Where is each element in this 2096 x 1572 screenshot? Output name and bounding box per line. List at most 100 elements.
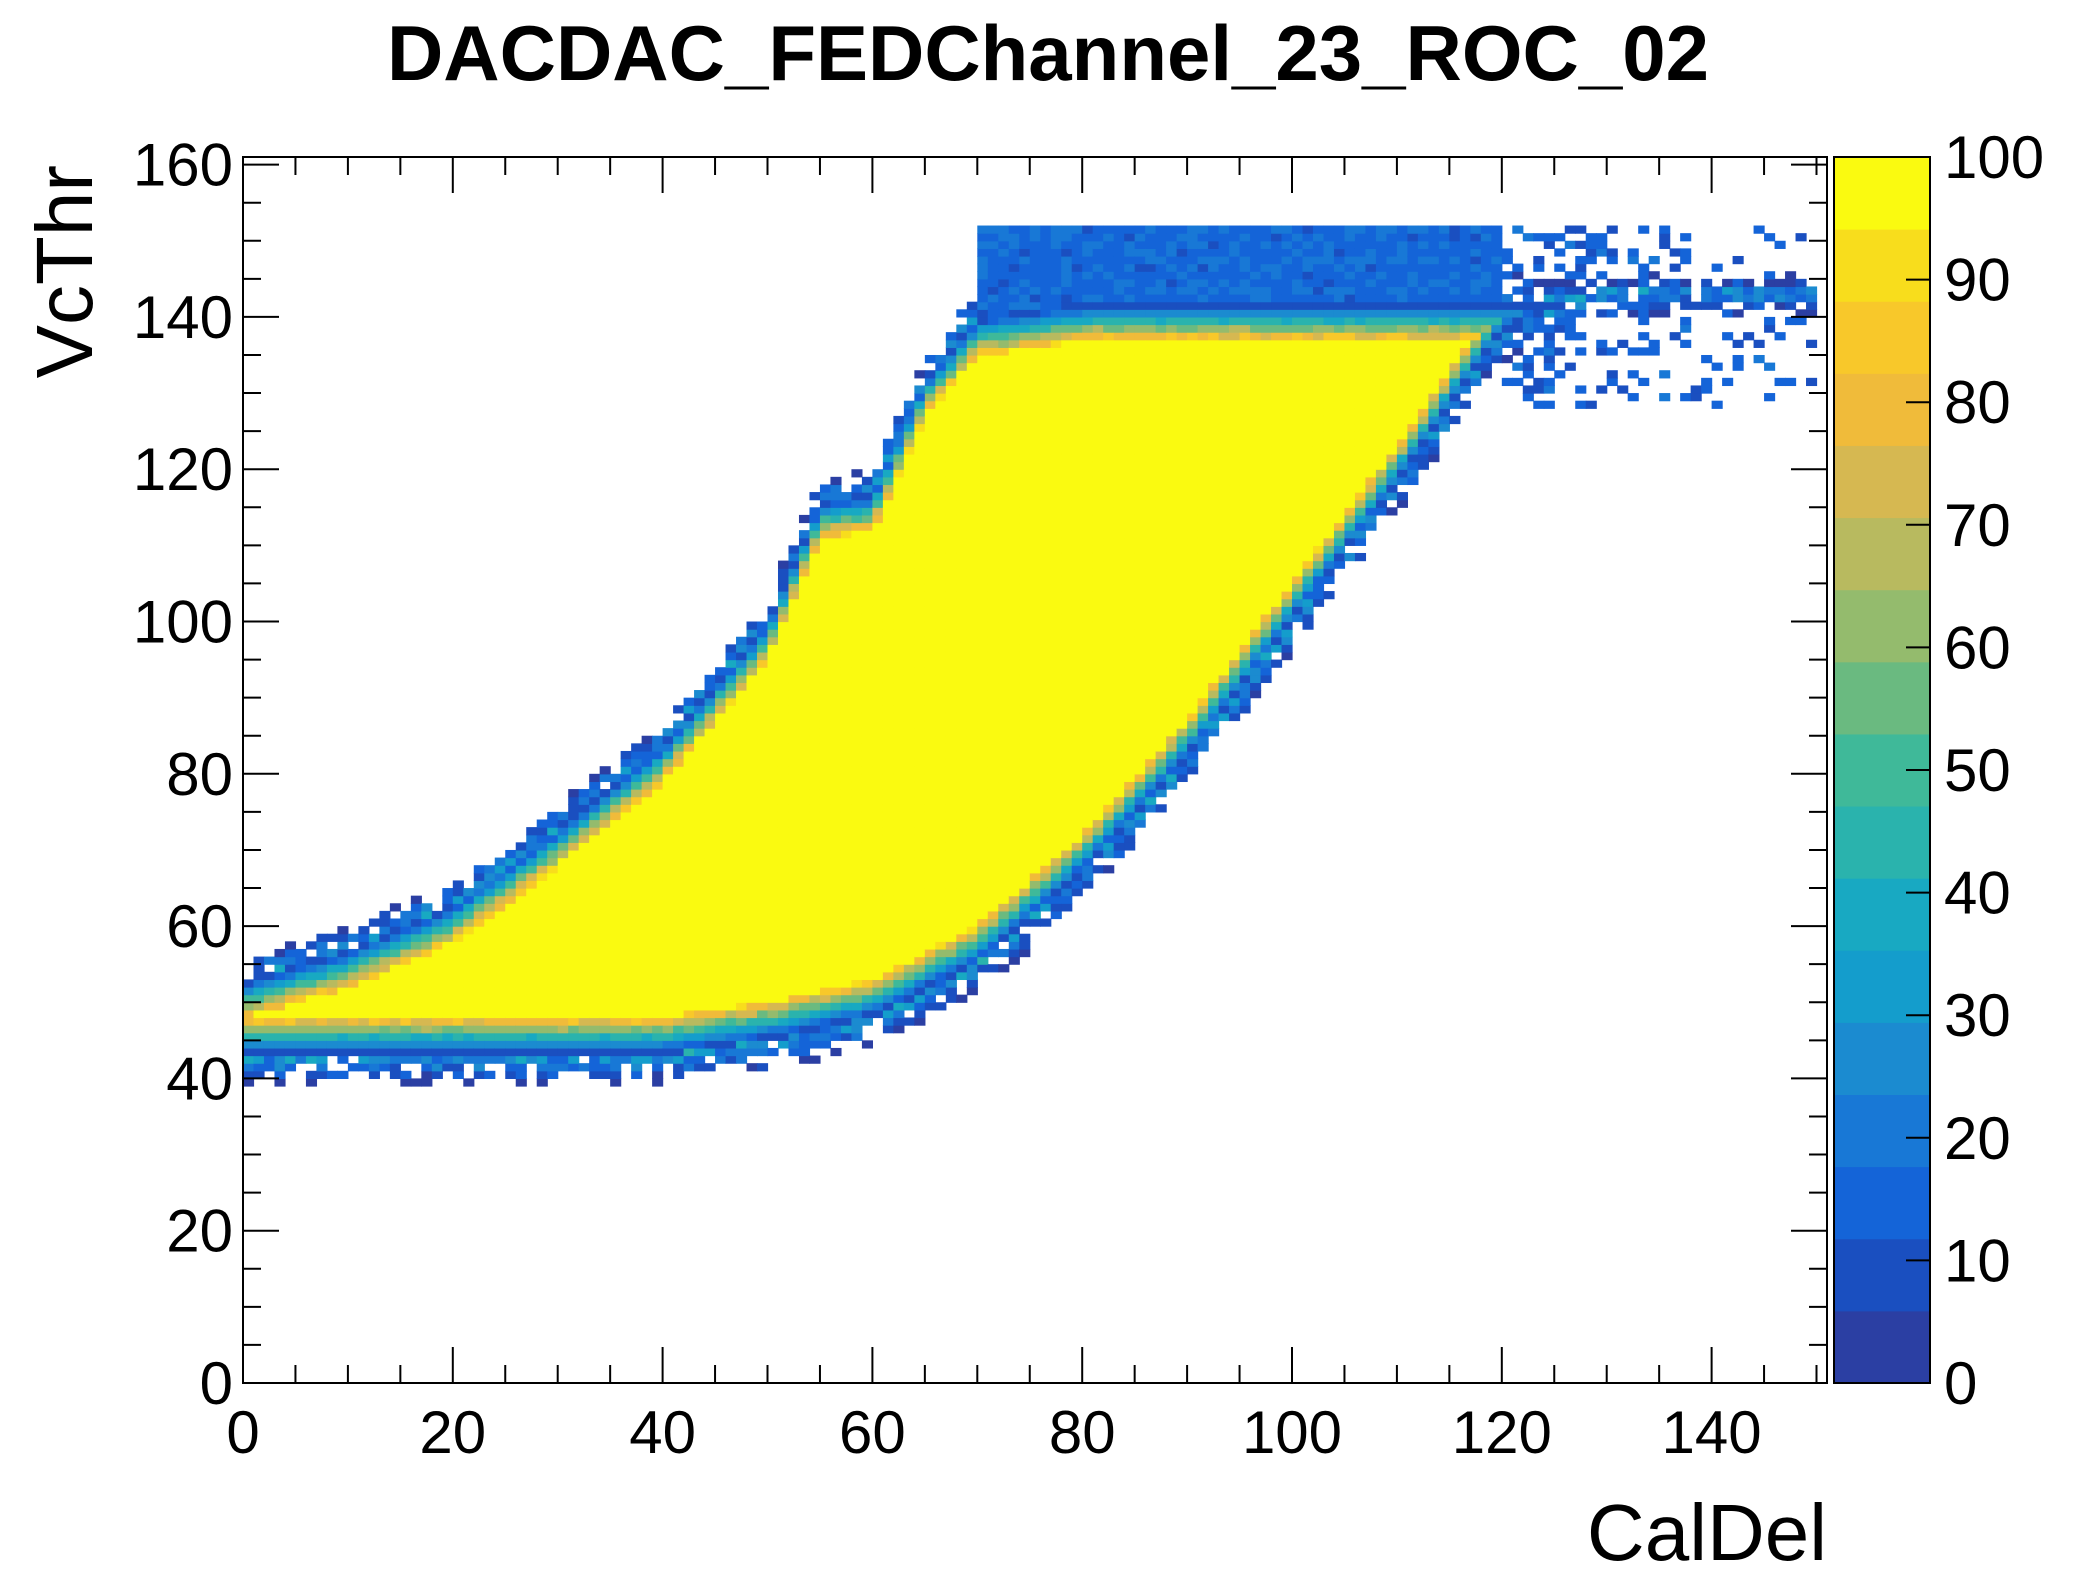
heatmap-cell [515, 910, 527, 920]
heatmap-cell [1050, 697, 1062, 706]
heatmap-cell [987, 621, 999, 630]
heatmap-cell [998, 674, 1010, 684]
heatmap-cell [1061, 438, 1073, 447]
heatmap-cell [924, 705, 936, 714]
heatmap-cell [599, 910, 611, 920]
heatmap-cell [977, 598, 989, 607]
heatmap-cell [977, 667, 989, 676]
heatmap-cell [704, 903, 716, 912]
heatmap-cell [819, 987, 832, 996]
heatmap-cell [1103, 606, 1115, 615]
heatmap-cell [1176, 324, 1188, 333]
heatmap-cell [442, 910, 454, 920]
heatmap-cell [1040, 370, 1052, 379]
heatmap-cell [798, 735, 811, 744]
heatmap-cell [631, 766, 643, 775]
heatmap-cell [1050, 225, 1062, 234]
heatmap-cell [914, 865, 926, 874]
heatmap-cell [1187, 629, 1199, 638]
heatmap-cell [274, 987, 286, 996]
heatmap-cell [1155, 408, 1167, 417]
heatmap-cell [777, 1040, 790, 1049]
heatmap-cell [631, 1055, 643, 1064]
heatmap-cell [736, 888, 748, 897]
heatmap-cell [442, 956, 454, 965]
heatmap-cell [757, 644, 769, 653]
heatmap-cell [945, 888, 957, 897]
heatmap-cell [620, 948, 632, 958]
heatmap-cell [1155, 712, 1167, 722]
heatmap-cell [819, 514, 832, 524]
heatmap-cell [683, 865, 695, 874]
heatmap-cell [987, 811, 999, 821]
heatmap-cell [631, 842, 643, 851]
heatmap-cell [987, 263, 999, 272]
heatmap-cell [956, 469, 968, 478]
heatmap-cell [1166, 476, 1178, 486]
heatmap-cell [358, 926, 370, 935]
heatmap-cell [998, 263, 1010, 272]
heatmap-cell [337, 926, 349, 935]
heatmap-cell [295, 1055, 307, 1064]
heatmap-cell [683, 773, 695, 783]
heatmap-cell [1029, 453, 1041, 463]
heatmap-cell [977, 811, 989, 821]
heatmap-cell [1103, 773, 1115, 783]
heatmap-cell [578, 842, 590, 851]
heatmap-cell [1029, 682, 1041, 691]
heatmap-cell [1197, 469, 1209, 478]
heatmap-cell [1061, 758, 1073, 767]
heatmap-cell [568, 827, 580, 836]
heatmap-cell [1197, 362, 1209, 371]
heatmap-cell [1040, 606, 1052, 615]
heatmap-cell [410, 1017, 422, 1026]
heatmap-cell [1134, 408, 1146, 417]
heatmap-cell [987, 895, 999, 904]
heatmap-cell [966, 636, 978, 645]
heatmap-cell [945, 697, 957, 706]
heatmap-cell [400, 994, 412, 1003]
heatmap-cell [777, 903, 790, 912]
heatmap-cell [599, 857, 611, 866]
heatmap-cell [882, 933, 894, 942]
heatmap-cell [945, 591, 957, 600]
heatmap-cell [736, 964, 748, 973]
heatmap-cell [1187, 606, 1199, 615]
heatmap-cell [924, 613, 936, 623]
heatmap-cell [924, 370, 936, 379]
heatmap-cell [1124, 537, 1136, 546]
heatmap-cell [935, 690, 947, 699]
heatmap-cell [736, 1055, 748, 1064]
heatmap-cell [851, 469, 863, 478]
heatmap-cell [819, 552, 832, 562]
heatmap-cell [1050, 461, 1062, 470]
heatmap-cell [1187, 324, 1199, 333]
heatmap-cell [924, 545, 936, 554]
heatmap-cell [945, 545, 957, 554]
heatmap-cell [526, 1009, 538, 1019]
heatmap-cell [893, 910, 905, 920]
heatmap-cell [809, 674, 821, 684]
heatmap-cell [683, 1009, 695, 1019]
heatmap-cell [861, 994, 873, 1003]
heatmap-cell [924, 377, 936, 387]
heatmap-cell [715, 948, 727, 958]
heatmap-cell [809, 956, 821, 965]
heatmap-cell [725, 865, 737, 874]
heatmap-cell [473, 1017, 485, 1026]
heatmap-cell [893, 941, 905, 950]
heatmap-cell [903, 766, 915, 775]
heatmap-cell [1019, 591, 1031, 600]
heatmap-cell [1019, 903, 1031, 912]
heatmap-cell [966, 926, 978, 935]
heatmap-cell [798, 667, 811, 676]
heatmap-cell [694, 948, 706, 958]
heatmap-cell [641, 1047, 653, 1057]
heatmap-cell [1166, 514, 1178, 524]
heatmap-cell [893, 857, 905, 866]
heatmap-cell [956, 712, 968, 722]
heatmap-cell [725, 789, 737, 798]
heatmap-cell [998, 453, 1010, 463]
heatmap-cell [1124, 393, 1136, 402]
heatmap-cell [715, 849, 727, 859]
